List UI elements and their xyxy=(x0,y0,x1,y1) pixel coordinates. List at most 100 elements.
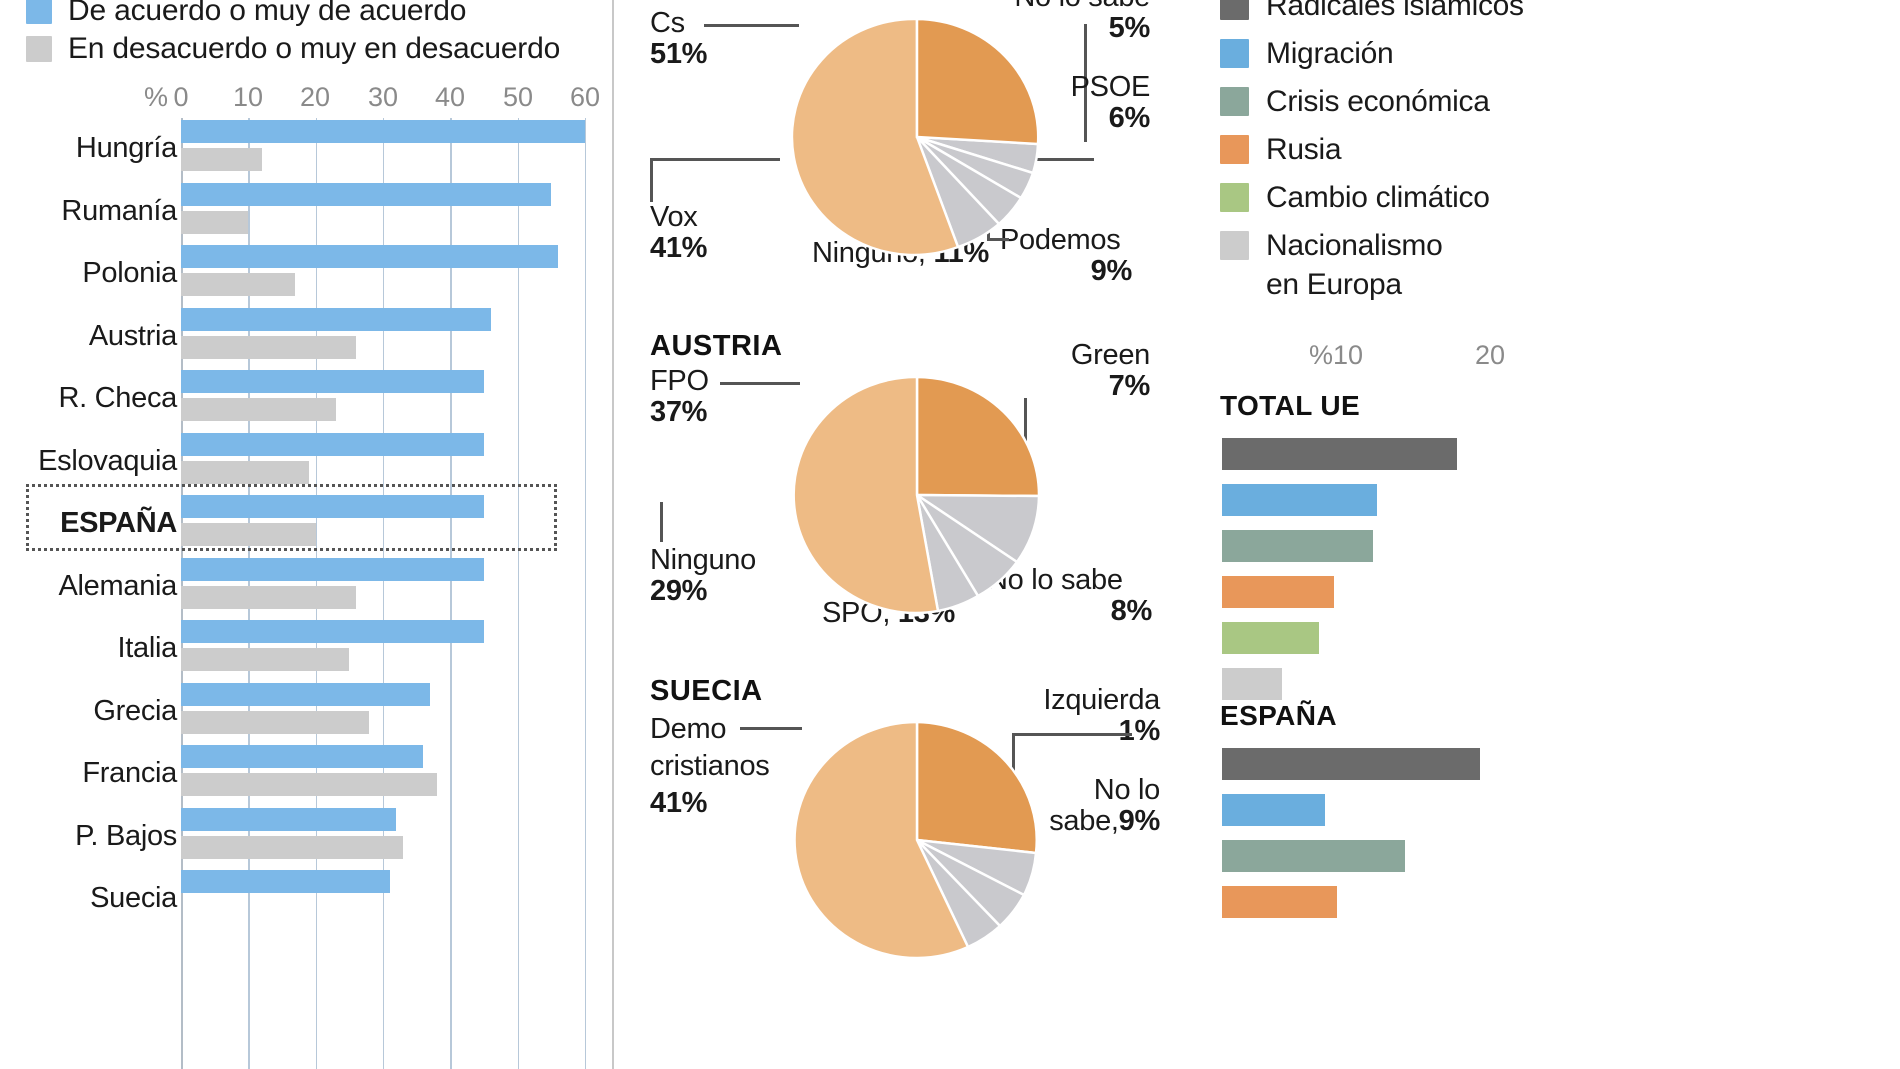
bar-row-label: Grecia xyxy=(93,694,177,727)
bar-disagree xyxy=(181,585,356,609)
suecia-demo-line1: Demo xyxy=(650,713,727,745)
bar-agree xyxy=(181,370,484,393)
issue-legend-label: Radicales islámicos xyxy=(1266,0,1524,22)
bar-row-label: Francia xyxy=(82,757,177,789)
x-tick-30: 30 xyxy=(367,82,399,112)
espana-label-vox: Vox 41% xyxy=(650,201,708,265)
bar-row-label: Suecia xyxy=(90,882,177,914)
espana-pie-title: ESPAÑA xyxy=(650,0,772,5)
espana-podemos-value: 9% xyxy=(1090,255,1133,288)
bar-agree xyxy=(181,557,484,581)
austria-pie-title: AUSTRIA xyxy=(650,330,783,362)
bar-row: Polonia xyxy=(0,243,612,305)
issue-legend-swatch xyxy=(1220,87,1249,116)
issue-bar xyxy=(1222,576,1335,608)
austria-label-ninguno: Ninguno 29% xyxy=(650,544,756,608)
issue-bar xyxy=(1222,622,1320,654)
espana-label-podemos: Podemos 9% xyxy=(1000,224,1133,288)
austria-fpo-value: 37% xyxy=(650,396,708,429)
espana-vox-value: 41% xyxy=(650,232,708,265)
bar-row-label: R. Checa xyxy=(58,382,178,414)
bar-disagree xyxy=(181,148,262,171)
austria-fpo-name: FPO xyxy=(650,365,709,397)
bar-agree xyxy=(181,182,552,206)
gridline-60 xyxy=(584,118,587,1069)
issue-legend-swatch xyxy=(1220,0,1249,20)
legend-item-disagree: En desacuerdo o muy en desacuerdo xyxy=(26,30,606,68)
leader-demo xyxy=(740,727,802,730)
bar-agree xyxy=(181,245,558,268)
bar-disagree xyxy=(181,335,356,359)
leader-izq-h xyxy=(1012,733,1132,736)
bar-row-label: Hungría xyxy=(75,132,177,164)
bar-agree xyxy=(181,807,397,831)
issue-legend-swatch xyxy=(1220,231,1249,260)
austria-label-green: Green 7% xyxy=(1010,339,1151,403)
issue-legend-swatch xyxy=(1220,39,1249,68)
espana-cs-name: Cs xyxy=(650,7,685,39)
axis-percent-symbol: % xyxy=(144,82,169,112)
suecia-demo-line2: cristianos xyxy=(650,750,770,783)
bar-agree xyxy=(181,620,484,643)
austria-green-value: 7% xyxy=(1108,370,1151,403)
espana-pie-graphic xyxy=(790,17,1040,257)
bar-disagree xyxy=(181,210,249,234)
bar-row-label: Rumanía xyxy=(61,194,177,227)
gridline-50 xyxy=(517,118,519,1069)
legend-label-disagree: En desacuerdo o muy en desacuerdo xyxy=(68,32,561,65)
suecia-nls-value: 9% xyxy=(1118,805,1161,838)
gridline-40 xyxy=(450,118,452,1069)
bar-row: Eslovaquia xyxy=(0,431,612,493)
bar-disagree xyxy=(181,773,437,796)
espana-psoe-name: PSOE xyxy=(1070,71,1151,103)
austria-nls-value: 8% xyxy=(1110,595,1153,628)
suecia-label-demo: Demo cristianos 41% xyxy=(650,711,770,822)
suecia-label-nolosabe: No lo sabe,9% xyxy=(1010,774,1161,838)
bar-row-label: Austria xyxy=(88,319,177,352)
bar-row: R. Checa xyxy=(0,368,612,430)
leader-vox-h xyxy=(650,158,780,161)
bar-agree xyxy=(181,682,430,706)
bar-disagree xyxy=(181,710,370,734)
espana-nls-value: 5% xyxy=(1108,12,1151,45)
espana-nls-name: No lo sabe xyxy=(1014,0,1150,13)
austria-pie-graphic xyxy=(792,375,1041,615)
x-tick-0: 0 xyxy=(173,82,189,112)
bar-disagree xyxy=(181,835,404,859)
bar-chart-legend: De acuerdo o muy de acuerdo En desacuerd… xyxy=(26,0,606,68)
bar-row: Suecia xyxy=(0,868,612,930)
issues-x-axis: %10 20 xyxy=(1212,340,1900,376)
suecia-label-izquierda: Izquierda 1% xyxy=(1010,684,1160,748)
issue-legend-swatch xyxy=(1220,135,1249,164)
espana-psoe-value: 6% xyxy=(1108,102,1151,135)
bar-row: Austria xyxy=(0,306,612,368)
issue-bar xyxy=(1222,668,1282,700)
bar-plot-area: Hungría Rumanía Polonia Austria R. Checa Eslo… xyxy=(0,118,612,1069)
bar-row-label: Alemania xyxy=(58,569,178,602)
suecia-nls-line1: No lo xyxy=(1093,774,1161,806)
bar-disagree xyxy=(181,460,309,484)
bar-row: Rumanía xyxy=(0,181,612,243)
pies-column: ESPAÑA Cs 51% Vox 41% Ninguno, 11% No lo… xyxy=(612,0,1212,1069)
bar-row: P. Bajos xyxy=(0,806,612,868)
bar-row: Francia xyxy=(0,743,612,805)
austria-label-fpo: FPO 37% xyxy=(650,365,709,429)
legend-item-agree: De acuerdo o muy de acuerdo xyxy=(26,0,606,30)
suecia-nls-line2: sabe, xyxy=(1049,805,1119,838)
suecia-pie-title: SUECIA xyxy=(650,675,763,707)
suecia-izq-name: Izquierda xyxy=(1043,684,1160,716)
espana-cs-value: 51% xyxy=(650,38,708,71)
espana-label-cs: Cs 51% xyxy=(650,7,708,71)
issue-bar xyxy=(1222,484,1377,516)
legend-label-agree: De acuerdo o muy de acuerdo xyxy=(68,0,467,27)
suecia-pie-graphic xyxy=(793,720,1038,960)
bar-row-label: Italia xyxy=(117,632,178,664)
issue-legend-item: Rusia xyxy=(1220,130,1900,169)
issue-bar xyxy=(1222,748,1480,780)
issue-bar xyxy=(1222,438,1457,470)
x-tick-10: 10 xyxy=(232,82,264,112)
bar-disagree xyxy=(181,523,316,546)
espana-podemos-name: Podemos xyxy=(1000,224,1121,256)
leader-nls-v xyxy=(1084,24,1087,142)
bar-agree xyxy=(181,307,491,331)
